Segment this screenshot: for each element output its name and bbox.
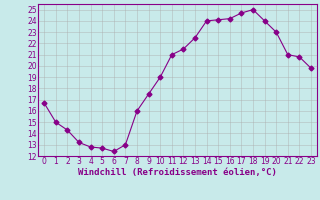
X-axis label: Windchill (Refroidissement éolien,°C): Windchill (Refroidissement éolien,°C) [78,168,277,177]
